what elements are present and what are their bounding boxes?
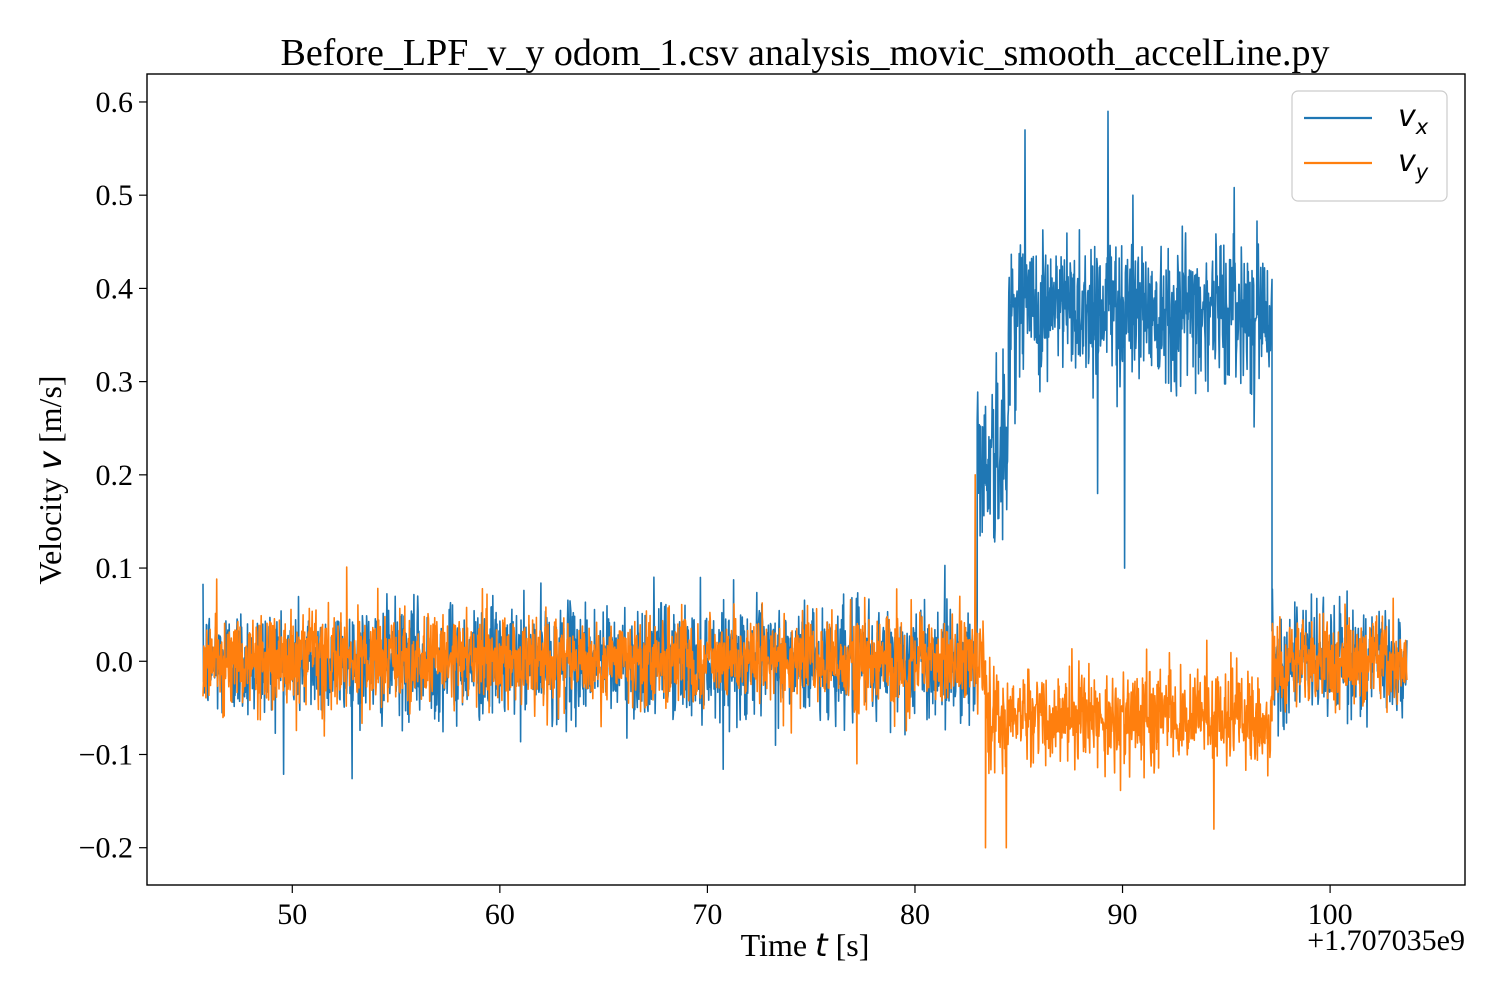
x-axis-label-symbol: t (815, 926, 829, 964)
plot-area (202, 110, 1408, 849)
legend-label-vy-base: v (1398, 144, 1417, 179)
x-tick-label: 80 (900, 898, 930, 931)
y-tick-label: −0.1 (79, 738, 133, 771)
x-axis-offset-label: +1.707035e9 (1307, 924, 1465, 957)
legend-label-vx-sub: x (1415, 115, 1429, 139)
plot-frame (146, 73, 1466, 886)
legend-label-vx-base: v (1398, 99, 1417, 134)
chart-title: Before_LPF_v_y odom_1.csv analysis_movic… (280, 32, 1329, 74)
legend-label-vx: vx (1398, 99, 1429, 139)
series-line-vy (202, 474, 1408, 849)
legend-label-vy: vy (1398, 144, 1429, 184)
x-tick-label: 70 (692, 898, 722, 931)
x-tick-label: 50 (277, 898, 307, 931)
x-tick-label: 60 (485, 898, 515, 931)
y-axis-label: Velocity v [m/s] (31, 375, 69, 584)
x-tick-label: 90 (1108, 898, 1138, 931)
legend-label-vy-sub: y (1415, 160, 1429, 184)
legend: vx vy (1291, 90, 1448, 202)
x-axis-label-unit: [s] (828, 927, 870, 963)
y-tick-label: 0.6 (96, 86, 134, 119)
y-tick-label: 0.1 (96, 552, 134, 585)
y-axis-label-unit: [m/s] (32, 375, 68, 451)
y-tick-label: 0.5 (96, 179, 134, 212)
y-tick-label: 0.2 (96, 459, 134, 492)
y-axis-label-text: Velocity (32, 470, 68, 585)
y-tick-label: −0.2 (79, 832, 133, 865)
y-tick-label: 0.0 (96, 645, 134, 678)
x-axis-label-text: Time (741, 927, 815, 963)
x-tick-label: 100 (1308, 898, 1353, 931)
y-tick-label: 0.3 (96, 366, 134, 399)
y-axis-label-symbol: v (31, 450, 69, 470)
y-axis: −0.2 −0.1 0.0 0.1 0.2 0.3 0.4 0.5 0.6 (79, 86, 147, 865)
x-axis: 50 60 70 80 90 100 (277, 885, 1353, 931)
x-axis-label: Time t [s] (741, 926, 870, 964)
y-tick-label: 0.4 (96, 272, 134, 305)
legend-box (1291, 90, 1448, 202)
